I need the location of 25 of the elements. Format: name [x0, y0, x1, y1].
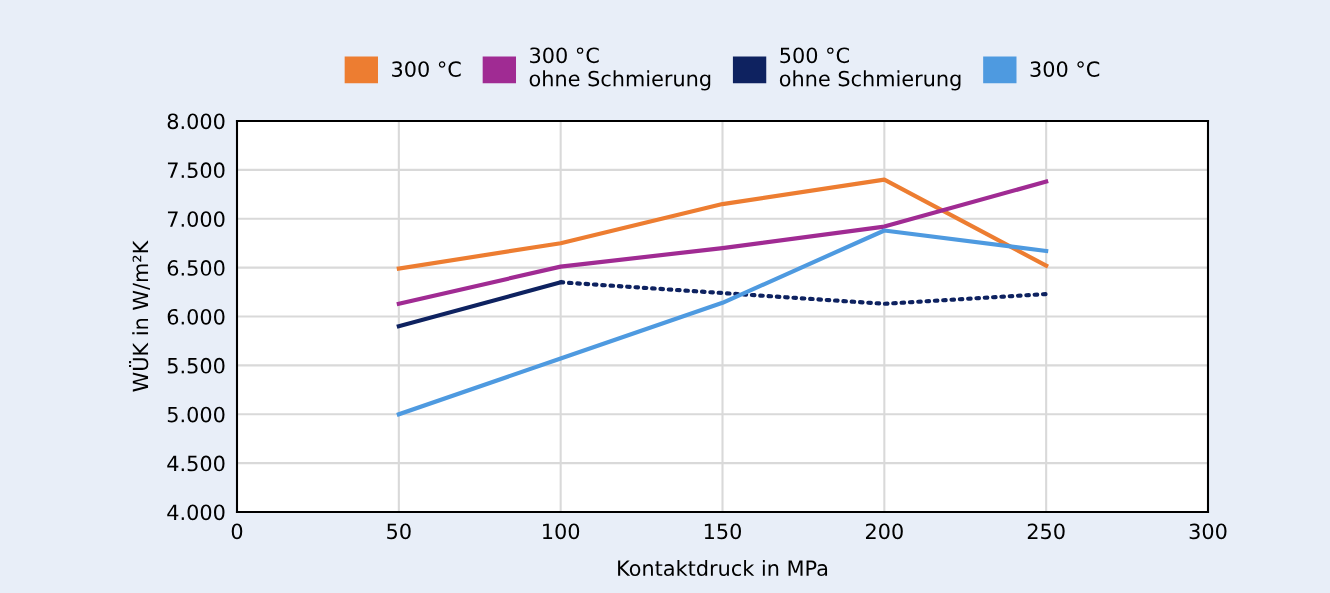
y-tick-label: 4.500 — [167, 455, 225, 472]
x-tick-label: 300 — [1189, 523, 1227, 540]
y-tick-label: 8.000 — [167, 113, 225, 130]
x-tick-label: 50 — [387, 523, 411, 540]
line-series — [396, 228, 1049, 417]
y-tick-label: 6.500 — [167, 260, 225, 276]
x-tick-label: 100 — [543, 523, 580, 540]
y-tick-label: 5.000 — [167, 406, 225, 423]
x-axis-title: Kontaktdruck in MPa — [618, 559, 828, 577]
x-tick-label: 200 — [865, 523, 903, 540]
y-tick-label: 5.500 — [167, 357, 225, 374]
legend-label: 500 °C ohne Schmierung — [779, 47, 961, 91]
line-series — [396, 177, 1049, 271]
y-tick-label: 7.500 — [167, 162, 225, 179]
y-tick-label: 6.000 — [167, 308, 225, 325]
legend-label: 300 °C ohne Schmierung — [529, 47, 711, 91]
line-series — [396, 179, 1049, 306]
x-tick-label: 150 — [704, 523, 741, 540]
legend-label: 300 °C — [1030, 61, 1100, 77]
y-tick-label: 7.000 — [167, 211, 225, 227]
y-axis-title: WÜK in W/m²K — [129, 240, 150, 392]
legend-label: 300 °C — [392, 61, 461, 77]
x-tick-label: 250 — [1027, 523, 1065, 540]
y-tick-label: 4.000 — [167, 504, 225, 521]
x-tick-label: 0 — [231, 523, 243, 540]
